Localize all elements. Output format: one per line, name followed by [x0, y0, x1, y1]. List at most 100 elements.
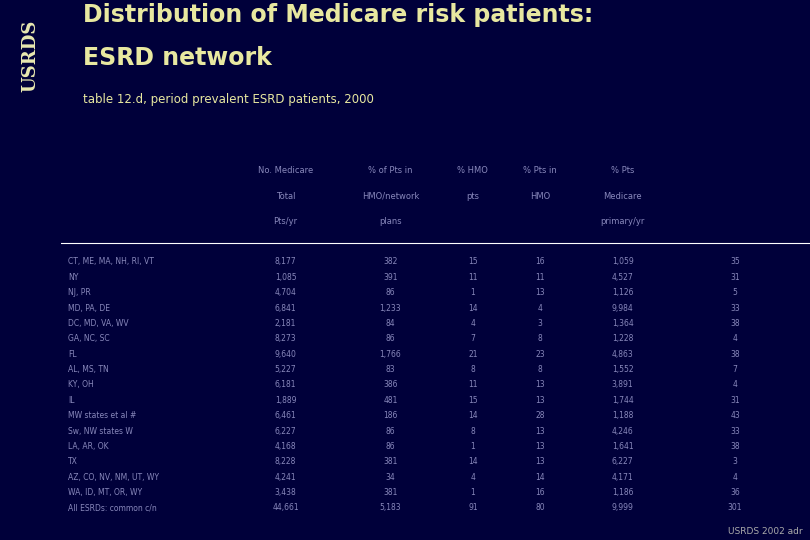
Text: 15: 15: [468, 396, 478, 405]
Text: % HMO: % HMO: [458, 166, 488, 175]
Text: 11: 11: [468, 273, 478, 282]
Text: 38: 38: [731, 319, 740, 328]
Text: 1,889: 1,889: [275, 396, 296, 405]
Text: Sw, NW states W: Sw, NW states W: [68, 427, 133, 435]
Text: 38: 38: [731, 349, 740, 359]
Text: 13: 13: [535, 396, 545, 405]
Text: 5,183: 5,183: [380, 503, 401, 512]
Text: MW states et al #: MW states et al #: [68, 411, 137, 420]
Text: 1,186: 1,186: [612, 488, 633, 497]
Text: 8: 8: [471, 365, 475, 374]
Text: NJ, PR: NJ, PR: [68, 288, 91, 297]
Text: 1,641: 1,641: [612, 442, 633, 451]
Text: 13: 13: [535, 457, 545, 466]
Text: 1,085: 1,085: [275, 273, 296, 282]
Text: 4: 4: [471, 472, 475, 482]
Text: 23: 23: [535, 349, 545, 359]
Text: pts: pts: [467, 192, 480, 200]
Text: 1: 1: [471, 288, 475, 297]
Text: 4,246: 4,246: [612, 427, 633, 435]
Text: 5,227: 5,227: [275, 365, 296, 374]
Text: 28: 28: [535, 411, 545, 420]
Text: 14: 14: [468, 411, 478, 420]
Text: 5: 5: [732, 288, 738, 297]
Text: 481: 481: [383, 396, 398, 405]
Text: % Pts: % Pts: [611, 166, 634, 175]
Text: 86: 86: [386, 442, 395, 451]
Text: 80: 80: [535, 503, 545, 512]
Text: 381: 381: [383, 457, 398, 466]
Text: 6,227: 6,227: [275, 427, 296, 435]
Text: 4: 4: [732, 334, 738, 343]
Text: 3: 3: [732, 457, 738, 466]
Text: 35: 35: [730, 258, 740, 266]
Text: NY: NY: [68, 273, 79, 282]
Text: % of Pts in: % of Pts in: [369, 166, 412, 175]
Text: 31: 31: [731, 396, 740, 405]
Text: 91: 91: [468, 503, 478, 512]
Text: 381: 381: [383, 488, 398, 497]
Text: Total: Total: [275, 192, 296, 200]
Text: Medicare: Medicare: [603, 192, 642, 200]
Text: 14: 14: [468, 303, 478, 313]
Text: 7: 7: [471, 334, 475, 343]
Text: 3,438: 3,438: [275, 488, 296, 497]
Text: AL, MS, TN: AL, MS, TN: [68, 365, 109, 374]
Text: 6,227: 6,227: [612, 457, 633, 466]
Text: 4,171: 4,171: [612, 472, 633, 482]
Text: 14: 14: [468, 457, 478, 466]
Text: 391: 391: [383, 273, 398, 282]
Text: 86: 86: [386, 427, 395, 435]
Text: 14: 14: [535, 472, 545, 482]
Text: 21: 21: [468, 349, 478, 359]
Text: 301: 301: [728, 503, 742, 512]
Text: 16: 16: [535, 488, 545, 497]
Text: 4,863: 4,863: [612, 349, 633, 359]
Text: Pts/yr: Pts/yr: [274, 217, 297, 226]
Text: 4: 4: [471, 319, 475, 328]
Text: 6,841: 6,841: [275, 303, 296, 313]
Text: AZ, CO, NV, NM, UT, WY: AZ, CO, NV, NM, UT, WY: [68, 472, 160, 482]
Text: LA, AR, OK: LA, AR, OK: [68, 442, 109, 451]
Text: 1,744: 1,744: [612, 396, 633, 405]
Text: 4: 4: [732, 380, 738, 389]
Text: 1,059: 1,059: [612, 258, 633, 266]
Text: 4,168: 4,168: [275, 442, 296, 451]
Text: 31: 31: [731, 273, 740, 282]
Text: 8: 8: [538, 334, 543, 343]
Text: 4: 4: [538, 303, 543, 313]
Text: 2,181: 2,181: [275, 319, 296, 328]
Text: 86: 86: [386, 334, 395, 343]
Text: 186: 186: [383, 411, 398, 420]
Text: USRDS 2002 adr: USRDS 2002 adr: [728, 526, 803, 536]
Text: 83: 83: [386, 365, 395, 374]
Text: 1,228: 1,228: [612, 334, 633, 343]
Text: WA, ID, MT, OR, WY: WA, ID, MT, OR, WY: [68, 488, 143, 497]
Text: 13: 13: [535, 380, 545, 389]
Text: 13: 13: [535, 427, 545, 435]
Text: 4,527: 4,527: [612, 273, 633, 282]
Text: 1,233: 1,233: [380, 303, 401, 313]
Text: GA, NC, SC: GA, NC, SC: [68, 334, 110, 343]
Text: 6,461: 6,461: [275, 411, 296, 420]
Text: 1,126: 1,126: [612, 288, 633, 297]
Text: 3: 3: [538, 319, 543, 328]
Text: 84: 84: [386, 319, 395, 328]
Text: % Pts in: % Pts in: [523, 166, 557, 175]
Text: IL: IL: [68, 396, 75, 405]
Text: 86: 86: [386, 288, 395, 297]
Text: 7: 7: [732, 365, 738, 374]
Text: 1,188: 1,188: [612, 411, 633, 420]
Text: 386: 386: [383, 380, 398, 389]
Text: 9,999: 9,999: [612, 503, 633, 512]
Text: 13: 13: [535, 442, 545, 451]
Text: table 12.d, period prevalent ESRD patients, 2000: table 12.d, period prevalent ESRD patien…: [83, 93, 374, 106]
Text: plans: plans: [379, 217, 402, 226]
Text: 34: 34: [386, 472, 395, 482]
Text: 36: 36: [730, 488, 740, 497]
Text: FL: FL: [68, 349, 77, 359]
Text: 4,241: 4,241: [275, 472, 296, 482]
Text: 1: 1: [471, 488, 475, 497]
Text: 4: 4: [732, 472, 738, 482]
Text: 38: 38: [731, 442, 740, 451]
